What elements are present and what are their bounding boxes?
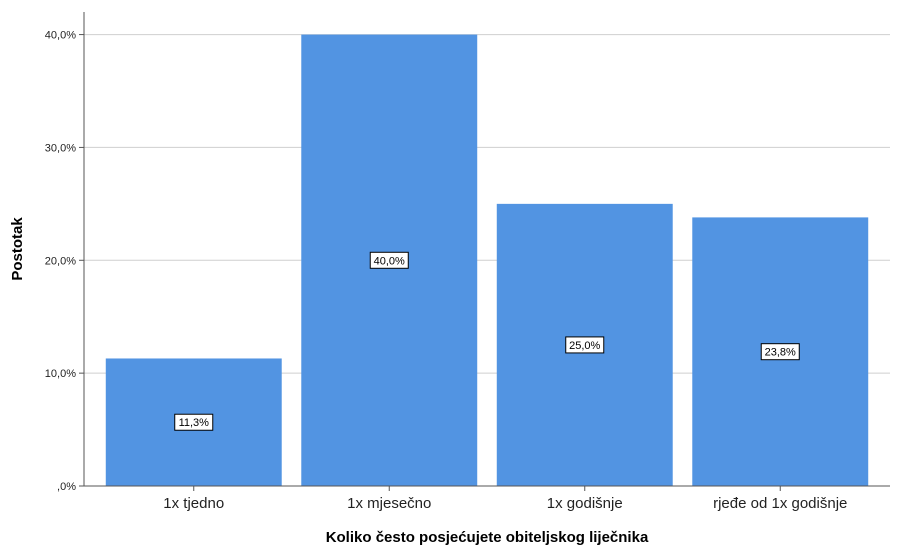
- data-label: 25,0%: [569, 340, 600, 352]
- data-label: 40,0%: [374, 255, 405, 267]
- x-tick-label: 1x mjesečno: [347, 495, 431, 512]
- data-label-box: [174, 413, 214, 431]
- data-label-box: [369, 251, 409, 269]
- y-tick-label: 10,0%: [45, 368, 76, 380]
- data-label: 11,3%: [179, 417, 210, 429]
- y-tick-label: ,0%: [57, 481, 76, 493]
- y-tick-label: 30,0%: [45, 142, 76, 154]
- x-tick-label: 1x godišnje: [547, 495, 623, 512]
- data-label-box: [760, 343, 800, 361]
- data-labels: 11,3% 40,0% 25,0% 23,8%: [174, 251, 800, 431]
- y-tick-label: 20,0%: [45, 255, 76, 267]
- x-tick-label: rjeđe od 1x godišnje: [713, 495, 847, 512]
- y-axis-title: Postotak: [9, 217, 26, 281]
- data-label-box: [565, 336, 605, 354]
- x-axis-title: Koliko često posjećujete obiteljskog lij…: [326, 529, 649, 546]
- data-label: 23,8%: [765, 347, 796, 359]
- x-tick-label: 1x tjedno: [163, 495, 224, 512]
- axes: [83, 12, 890, 487]
- y-tick-label: 40,0%: [45, 30, 76, 42]
- x-tick-labels: 1x tjedno 1x mjesečno 1x godišnje rjeđe od …: [163, 486, 847, 512]
- y-ticks: ,0% 10,0% 20,0% 30,0% 40,0%: [45, 30, 84, 493]
